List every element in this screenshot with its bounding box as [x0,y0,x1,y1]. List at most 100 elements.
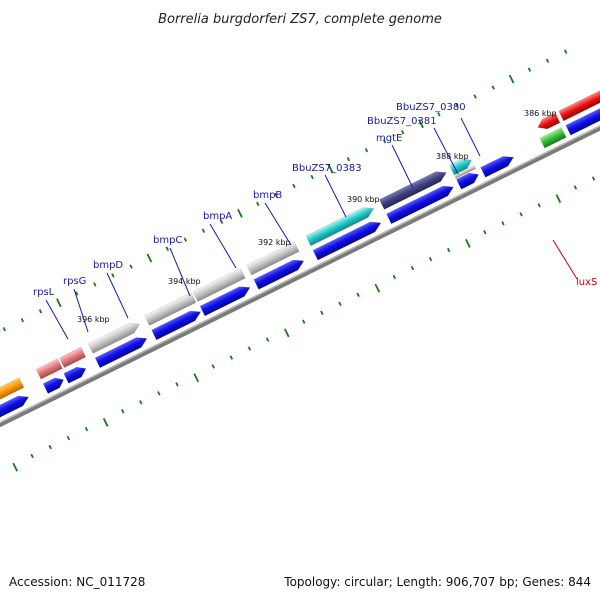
outer-tick [219,219,224,224]
genome-summary-text: Topology: circular; Length: 906,707 bp; … [283,575,591,589]
tick-label-386: 386 kbp [524,109,557,118]
outer-tick [93,282,97,287]
leader-bmpA [209,223,237,269]
outer-tick [20,318,25,323]
genome-backbone-highlight [0,116,600,429]
leader-mgtE [391,144,414,189]
gene-orange[interactable] [0,377,25,414]
gene-label-luxS[interactable]: luxS [576,277,597,288]
inner-tick [102,417,109,427]
outer-tick [400,130,405,135]
genome-backbone [0,116,600,432]
cds-5[interactable] [199,283,252,317]
inner-tick [428,256,433,262]
cds-0[interactable] [0,392,31,428]
outer-tick [274,192,278,198]
gene-label-BbuZS7_0383[interactable]: BbuZS7_0383 [292,163,362,174]
gene-label-rpsG[interactable]: rpsG [63,276,86,287]
gene-BbuZS7_0380-feature[interactable] [453,164,477,179]
leader-rpsG [73,288,89,333]
outer-tick [491,85,495,90]
inner-tick [519,212,523,217]
genome-track [0,49,600,472]
leader-BbuZS7_0381 [433,127,459,175]
inner-tick [356,292,360,298]
outer-tick [382,139,387,144]
outer-tick [56,298,62,308]
inner-tick [501,221,505,226]
cds-10[interactable] [480,152,516,178]
gene-label-bmpB[interactable]: bmpB [253,190,282,201]
inner-tick [302,319,306,324]
gene-red-small-feature[interactable] [535,112,561,133]
tick-label-396: 396 kbp [77,315,110,324]
outer-tick [165,246,169,251]
outer-tick [310,174,314,180]
inner-tick [66,435,71,441]
outer-tick [111,273,115,278]
gene-BbuZS7_0383-feature[interactable] [305,204,376,247]
outer-tick [455,103,459,108]
gene-labels: BbuZS7_0380 BbuZS7_0381 mgtE BbuZS7_0383… [33,102,597,298]
inner-tick [446,247,451,253]
cds-9[interactable] [456,170,481,190]
outer-tick [473,94,477,99]
gene-bmpA-feature[interactable] [192,267,246,302]
gene-luxS-feature[interactable] [539,127,567,149]
outer-tick [2,326,6,332]
inner-tick [211,364,215,369]
gene-red-large-feature[interactable] [558,84,600,122]
inner-tick [537,203,541,208]
outer-tick [75,291,79,296]
gene-label-bmpA[interactable]: bmpA [203,211,232,222]
cds-11[interactable] [565,99,600,136]
gene-mgtE-feature[interactable] [379,168,448,210]
gene-label-BbuZS7_0381[interactable]: BbuZS7_0381 [367,116,437,127]
outer-tick [183,237,188,242]
cds-6[interactable] [253,256,306,290]
leader-bmpD [106,272,129,319]
inner-tick [157,391,161,396]
inner-tick [392,274,397,280]
cds-3[interactable] [94,334,149,369]
inner-tick [573,185,578,190]
leader-BbuZS7_0383 [324,174,347,218]
cds-1[interactable] [42,375,66,394]
tick-label-388: 388 kbp [436,152,469,161]
outer-tick [292,183,296,189]
gene-rpsL-feature[interactable] [35,358,63,380]
gene-BbuZS7_0381-feature[interactable] [448,155,474,176]
outer-tick [527,67,532,72]
inner-tick [265,337,270,342]
inner-tick [320,310,324,315]
cds-4[interactable] [151,307,203,341]
tick-labels: 386 kbp 388 kbp 390 kbp 392 kbp 394 kbp … [77,109,557,324]
inner-tick [410,265,415,271]
inner-tick [247,346,252,351]
gene-bmpD-feature[interactable] [87,319,142,354]
inner-tick [193,373,200,383]
gene-label-rpsL[interactable]: rpsL [33,287,55,298]
tick-label-390: 390 kbp [347,195,380,204]
inner-tick [374,283,381,293]
gene-bmpB-feature[interactable] [246,241,300,276]
cds-8[interactable] [386,182,455,225]
gene-label-bmpD[interactable]: bmpD [93,260,123,271]
gene-rpsG-feature[interactable] [59,346,87,368]
outer-tick [237,208,243,218]
gene-label-leaders [45,117,481,340]
outer-tick [38,309,43,314]
outer-tick [364,147,369,153]
gene-label-bmpC[interactable]: bmpC [153,235,182,246]
inner-tick [465,238,471,248]
inner-tick [139,400,143,405]
gene-label-mgtE[interactable]: mgtE [376,133,402,144]
cds-2[interactable] [63,364,89,384]
outer-tick [545,58,550,63]
gene-label-BbuZS7_0380[interactable]: BbuZS7_0380 [396,102,466,113]
leader-bmpC [169,247,191,297]
inner-tick [12,462,18,472]
cds-7[interactable] [312,218,383,261]
gene-bmpC-feature[interactable] [144,292,197,326]
